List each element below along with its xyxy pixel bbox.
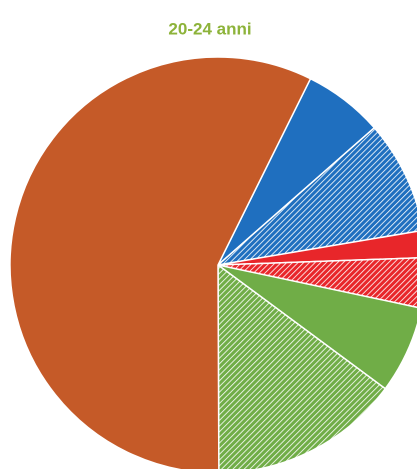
pie-slice bbox=[9, 56, 312, 469]
pie-slice bbox=[217, 257, 417, 309]
pie-slice bbox=[217, 230, 417, 266]
chart-title: 20-24 anni bbox=[168, 19, 251, 38]
pie-slice bbox=[215, 126, 417, 267]
pie-slice bbox=[217, 263, 387, 469]
